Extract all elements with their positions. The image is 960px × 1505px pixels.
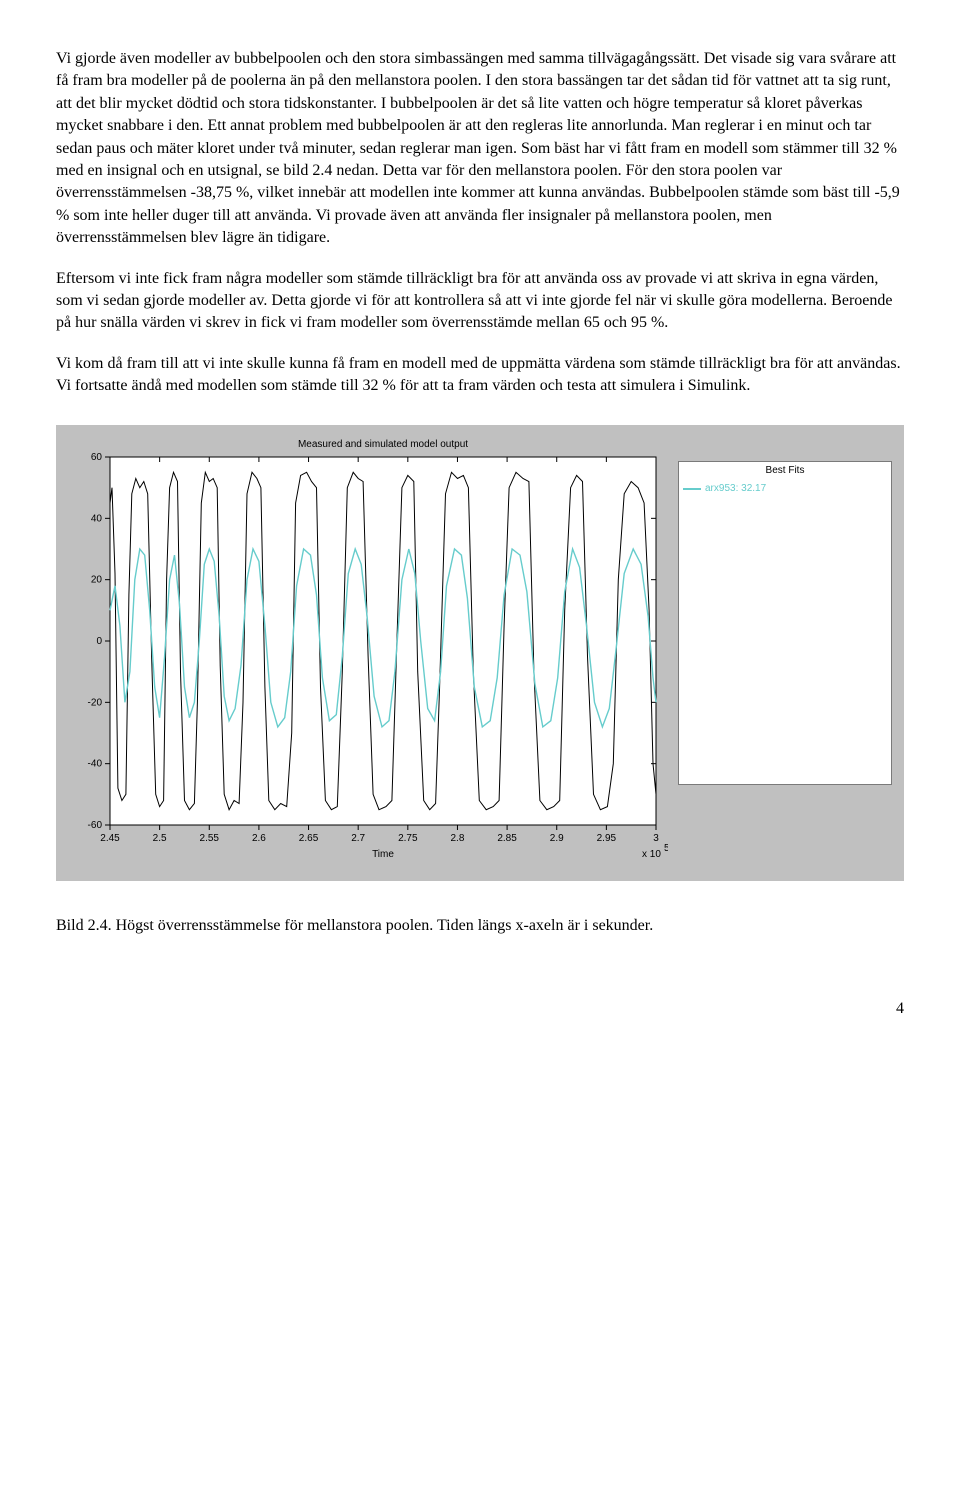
svg-text:2.8: 2.8 [451, 833, 465, 844]
paragraph-1: Vi gjorde även modeller av bubbelpoolen … [56, 48, 904, 250]
legend-label: arx953: 32.17 [705, 483, 766, 494]
svg-text:2.55: 2.55 [200, 833, 220, 844]
paragraph-2: Eftersom vi inte fick fram några modelle… [56, 268, 904, 335]
svg-text:2.85: 2.85 [497, 833, 517, 844]
figure-caption: Bild 2.4. Högst överrensstämmelse för me… [56, 915, 904, 937]
svg-text:2.65: 2.65 [299, 833, 319, 844]
svg-text:2.5: 2.5 [153, 833, 167, 844]
paragraph-3: Vi kom då fram till att vi inte skulle k… [56, 353, 904, 398]
svg-text:0: 0 [96, 636, 102, 647]
svg-text:20: 20 [91, 575, 103, 586]
legend-title: Best Fits [679, 462, 891, 478]
svg-text:2.9: 2.9 [550, 833, 564, 844]
legend-swatch [683, 488, 701, 490]
svg-text:2.95: 2.95 [597, 833, 617, 844]
svg-text:2.75: 2.75 [398, 833, 418, 844]
svg-text:3: 3 [653, 833, 659, 844]
legend-item: arx953: 32.17 [679, 478, 891, 496]
svg-text:2.6: 2.6 [252, 833, 266, 844]
svg-text:-40: -40 [88, 759, 103, 770]
svg-text:5: 5 [664, 843, 668, 854]
chart-plot: Measured and simulated model output -60 -4… [68, 433, 668, 873]
svg-text:-60: -60 [88, 820, 103, 831]
svg-text:2.7: 2.7 [351, 833, 365, 844]
svg-text:-20: -20 [88, 698, 103, 709]
chart-container: Measured and simulated model output -60 -4… [56, 425, 904, 881]
svg-text:40: 40 [91, 514, 103, 525]
page-number: 4 [56, 998, 904, 1020]
svg-text:2.45: 2.45 [100, 833, 120, 844]
svg-text:Measured and simulated model o: Measured and simulated model output [298, 439, 468, 450]
svg-text:Time: Time [372, 849, 394, 860]
svg-text:x 10: x 10 [642, 849, 661, 860]
chart-legend: Best Fits arx953: 32.17 [678, 433, 896, 873]
svg-text:60: 60 [91, 452, 103, 463]
